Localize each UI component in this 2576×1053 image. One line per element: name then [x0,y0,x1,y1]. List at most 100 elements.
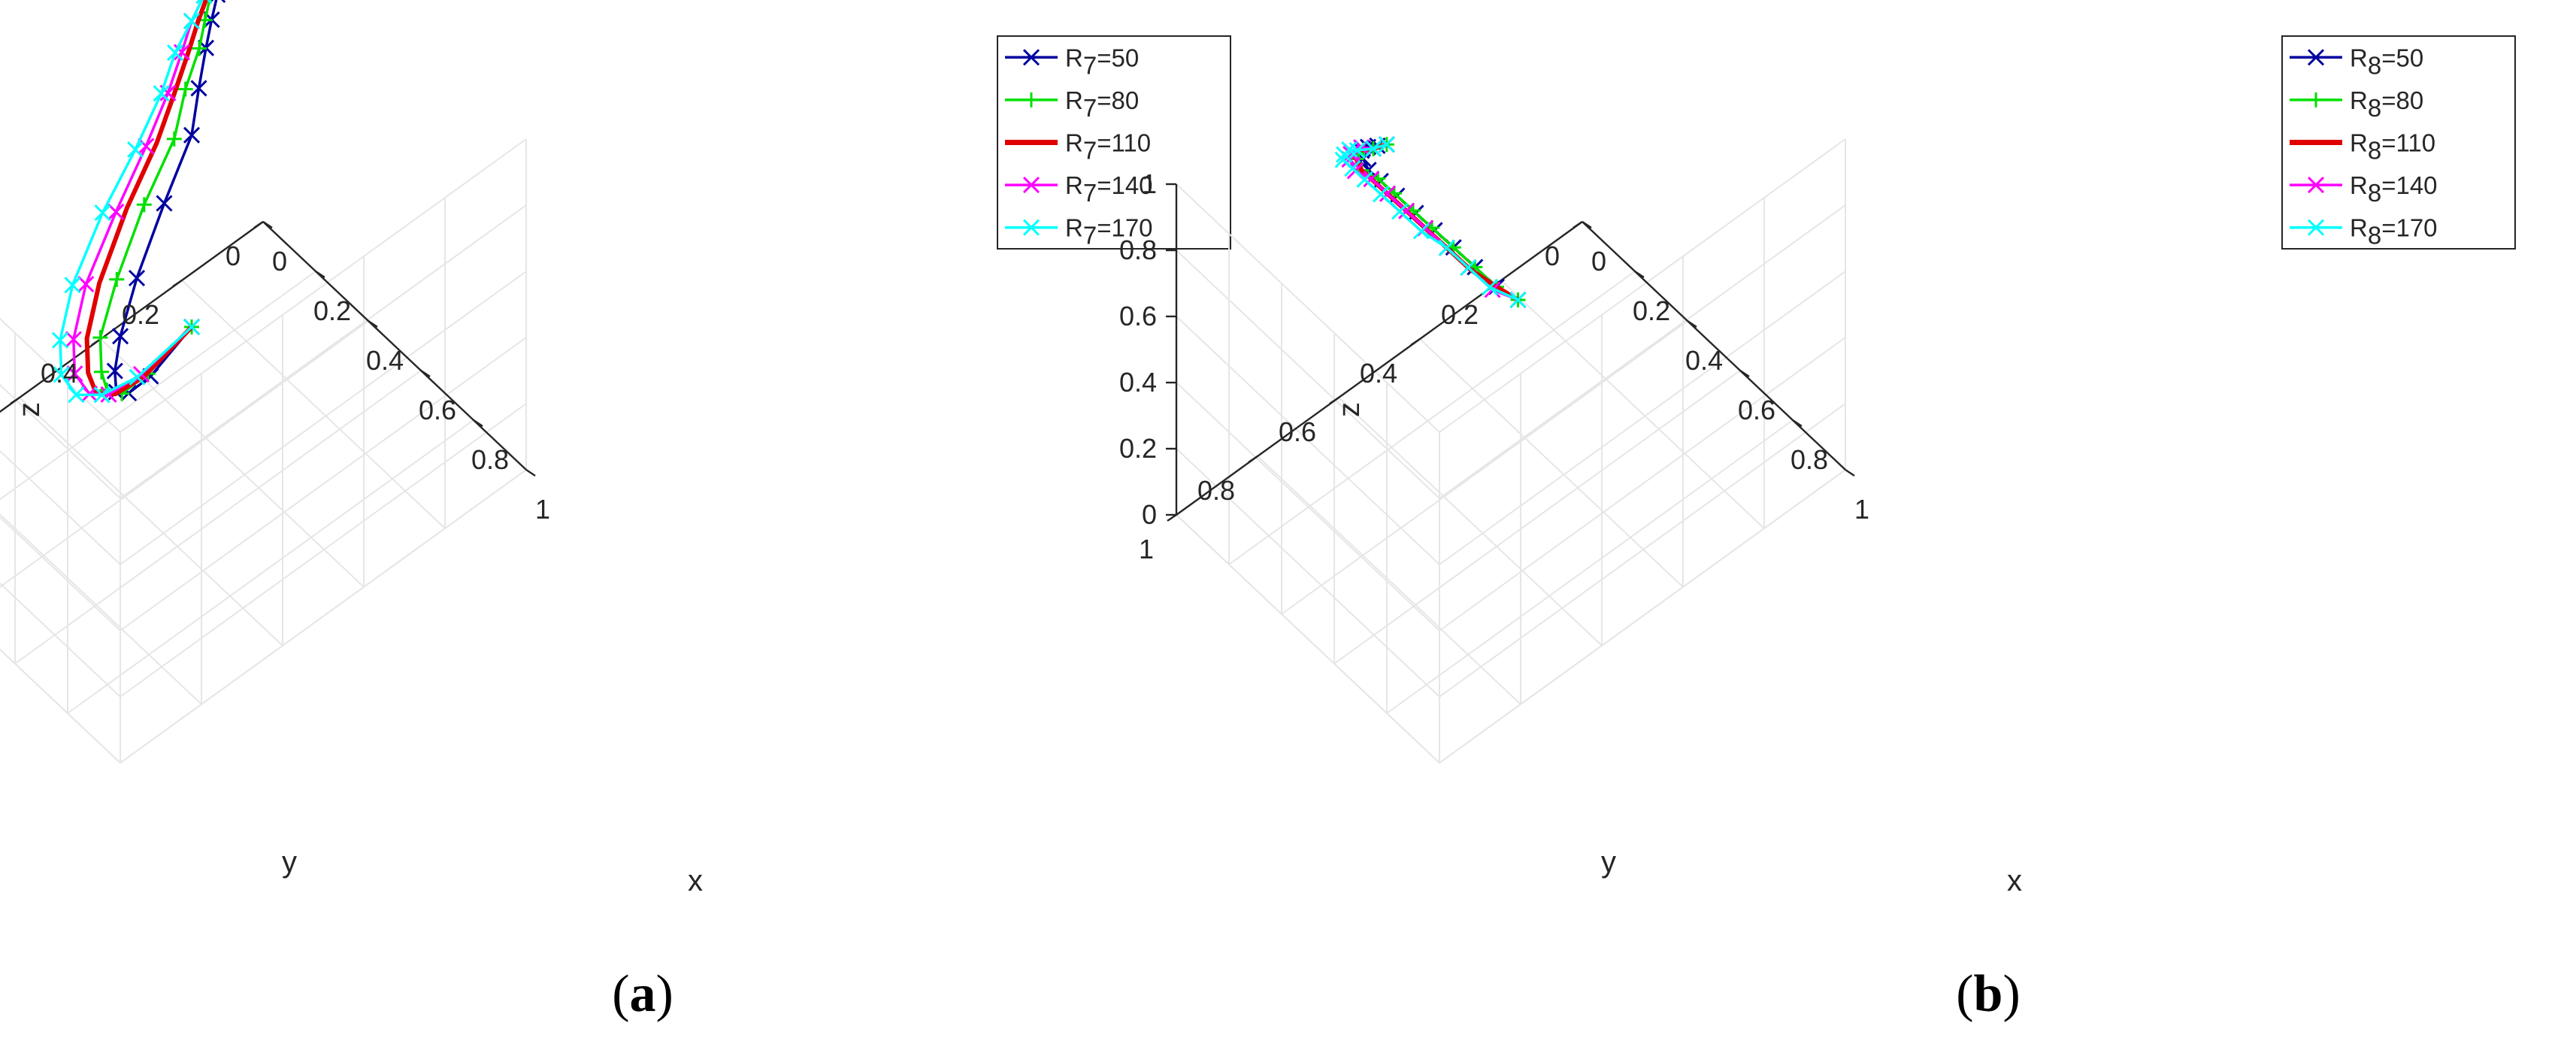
marker-stroke [68,386,85,404]
y-tick-label: 0 [226,241,241,271]
data-point [106,362,123,380]
grid-line [120,138,527,433]
data-point [1349,142,1366,159]
panel-caption-letter-a: a [630,965,656,1023]
grid-line [1333,370,1741,664]
data-point [1373,186,1390,203]
z-tick-label: 0.2 [1119,433,1157,464]
marker-stroke [65,331,82,348]
data-point [1363,171,1380,188]
grid-line [1176,250,1440,499]
marker-stroke [1438,239,1455,256]
tick-labels-a: 0000.20.20.20.40.40.40.60.60.60.80.80.81… [41,241,550,525]
y-axis-label: y [282,846,297,879]
grid-line [1176,514,1440,764]
data-point [190,80,207,97]
marker-stroke [53,366,70,383]
data-point [1378,136,1395,153]
grid-line [0,648,121,764]
x-tick-label: 0.2 [1633,295,1670,326]
grid-line [1176,382,1440,631]
legend-item: R7=80 [1005,86,1139,122]
x-tick-label: 0.6 [419,395,456,425]
grid-line [67,419,474,714]
y-tick-mark [172,280,183,287]
data-point [183,12,200,30]
data-point [65,331,82,348]
z-axis-label: z [13,402,46,417]
data-point [156,195,173,212]
data-point [94,364,109,380]
x-tick-label: 1 [535,494,550,525]
marker-stroke [156,195,173,212]
marker-stroke [93,386,110,404]
data-point [1398,202,1415,219]
marker-stroke [138,138,155,155]
marker-stroke [1363,171,1380,188]
grid-line [1439,271,1846,565]
data-point [92,330,108,346]
grid-b [1176,138,1846,764]
grid-line [14,370,422,664]
grid-line [1228,271,1636,565]
series-4 [1334,136,1527,309]
y-tick-label: 0 [1545,241,1560,271]
grid-line [0,383,121,499]
grid-line [1281,320,1688,615]
legend-item: R8=170 [2290,214,2438,250]
grid-line [0,449,121,565]
x-tick-mark [315,271,325,278]
legend-label: R8=170 [2350,214,2438,250]
data-point [177,81,193,97]
marker-stroke [1398,202,1415,219]
marker-stroke [1509,291,1527,309]
marker-stroke [128,269,146,287]
grid-line [0,320,369,589]
x-tick-mark [1845,469,1855,477]
marker-stroke [159,84,177,101]
legend-label: R7=80 [1065,86,1139,122]
data-point [1481,279,1499,296]
z-axis-label: z [1333,402,1366,417]
grid-line [1257,455,1521,705]
legend-item: R8=140 [2290,171,2438,207]
marker-stroke [1391,203,1409,220]
data-point [129,368,146,386]
x-tick-mark [420,370,431,377]
data-point [1509,291,1527,309]
data-point [195,0,213,5]
z-tick-label: 0.8 [1119,235,1157,265]
data-point [1412,222,1430,240]
legend-item: R8=50 [2290,44,2423,79]
grid-line [120,204,527,499]
grid-line [120,469,527,764]
x-axis-line [1582,221,1846,471]
data-point [1364,140,1382,157]
grid-line [120,337,527,631]
legend-label: R7=110 [1065,129,1151,165]
x-tick-mark [1582,221,1592,228]
y-tick-mark [1248,455,1258,463]
marker-stroke [1460,259,1477,277]
y-tick-label: 0.8 [1197,475,1235,506]
y-tick-mark [1167,514,1177,522]
data-point [112,328,129,345]
data-point [166,131,182,147]
marker-stroke [173,44,190,61]
data-point [1334,151,1352,168]
y-tick-label: 0.4 [41,358,78,389]
z-tick-label: 0.6 [1119,301,1157,331]
data-point [51,331,69,349]
grid-line [19,397,283,646]
legend-item: R7=110 [1005,129,1151,165]
x-axis-label: x [2007,864,2022,897]
marker-stroke [77,276,95,293]
legend-item: R8=80 [2290,86,2423,122]
data-point [66,365,83,383]
legend-label: R8=110 [2350,129,2435,165]
x-tick-label: 0.4 [366,345,404,376]
panel-caption-letter-b: b [1974,965,2003,1023]
legend-b: R8=50 R8=80 R8=110 R8=140 R8=170 [2281,35,2516,250]
marker-stroke [166,44,184,62]
